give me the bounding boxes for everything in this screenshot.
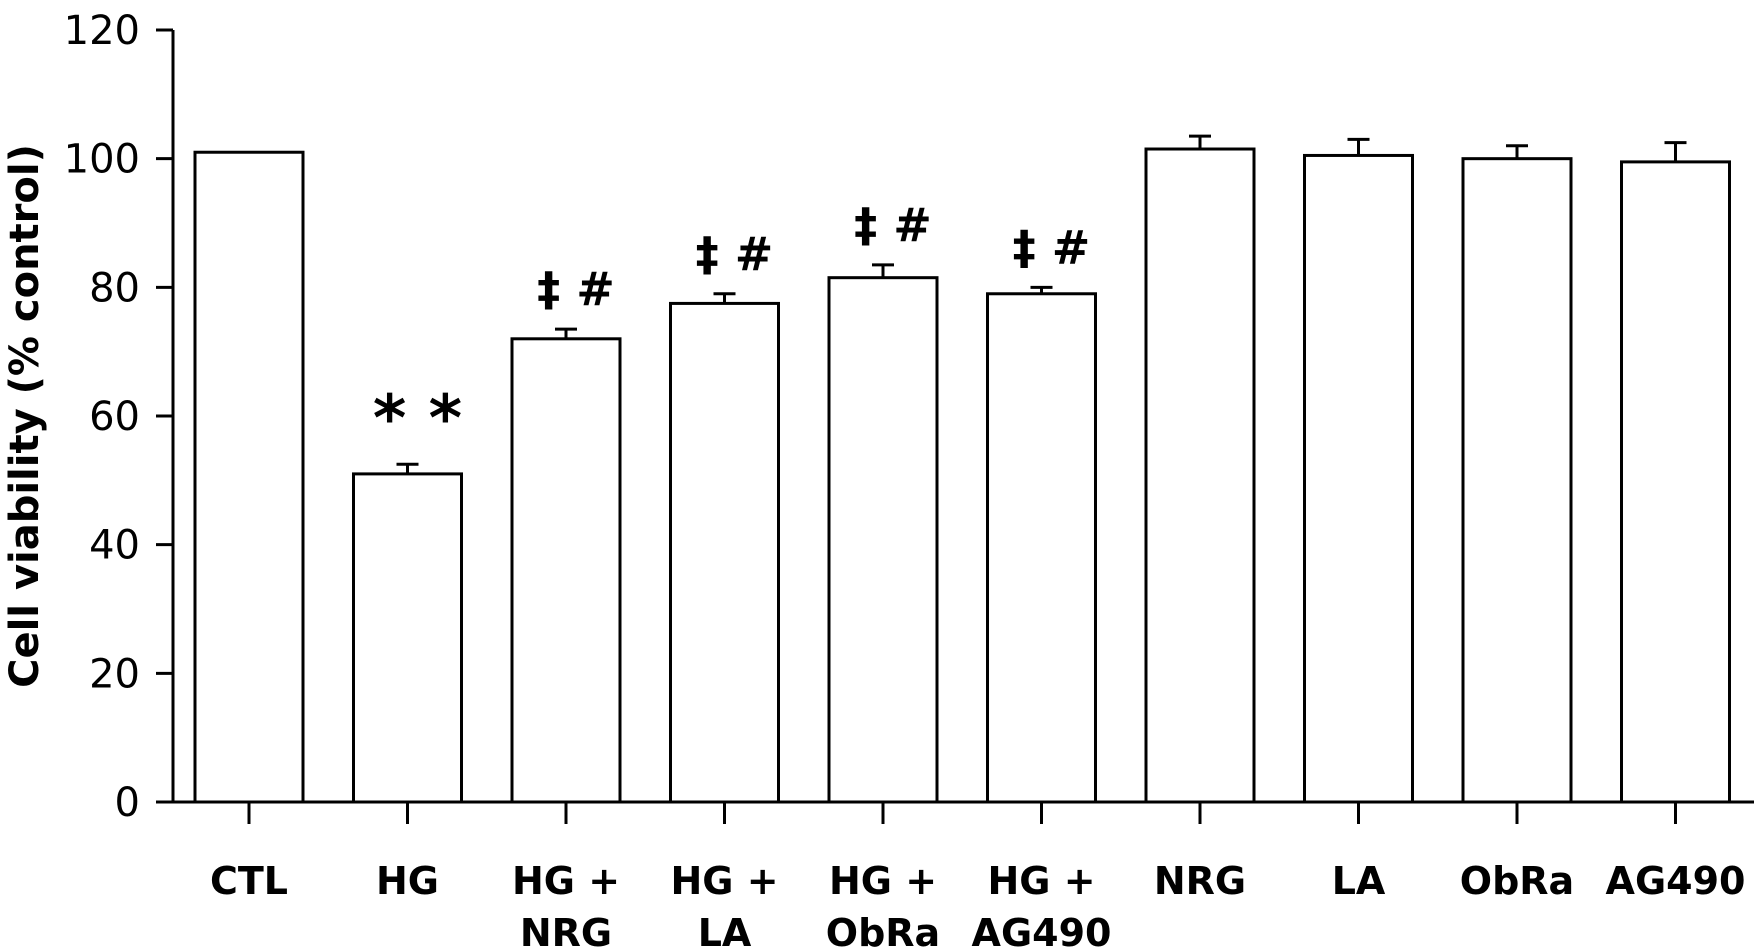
x-category-label: ObRa [1460, 859, 1574, 903]
significance-marker: ‡ # [696, 227, 774, 281]
x-category-label: NRG [1154, 859, 1246, 903]
x-category-label-line: HG + [829, 859, 937, 903]
significance-marker: ‡ # [854, 198, 932, 252]
significance-marker: ‡ # [1013, 220, 1091, 274]
bar [1144, 147, 1256, 804]
bar [1303, 153, 1414, 804]
y-tick-label: 80 [89, 265, 140, 311]
x-category-label-line: HG [376, 859, 439, 903]
y-ticks: 0 20 40 60 80 100 120 [64, 8, 173, 826]
x-category-label-line: LA [1332, 859, 1386, 903]
x-category-label: HG + NRG [512, 859, 620, 952]
y-tick-label: 60 [89, 394, 140, 440]
x-category-label-line: HG + [512, 859, 620, 903]
x-category-label-line: LA [698, 911, 752, 952]
bar [193, 150, 305, 804]
bar [510, 337, 622, 804]
x-category-label-line: ObRa [1460, 859, 1574, 903]
bars [193, 134, 1731, 824]
y-tick-label: 40 [89, 523, 140, 569]
y-tick-label: 100 [64, 137, 140, 183]
bar [986, 292, 1097, 804]
significance-marker: * * [373, 382, 462, 456]
x-category-label: HG + LA [670, 859, 778, 952]
x-category-label: LA [1332, 859, 1386, 903]
bar [669, 301, 780, 804]
y-tick-label: 120 [64, 8, 140, 54]
significance-marker: ‡ # [537, 262, 615, 316]
x-category-label-line: CTL [210, 859, 288, 903]
x-labels: CTL HG HG + NRG HG + LA HG + ObRa HG + AG490 NRG LA… [210, 859, 1745, 952]
bar [1620, 160, 1731, 804]
y-tick-label: 20 [89, 651, 140, 697]
x-category-label: HG [376, 859, 439, 903]
x-category-label-line: NRG [520, 911, 612, 952]
bar [352, 472, 463, 804]
x-category-label-line: HG + [670, 859, 778, 903]
x-category-label-line: ObRa [826, 911, 940, 952]
x-category-label-line: AG490 [1606, 859, 1746, 903]
bar [1461, 157, 1573, 804]
x-category-label: HG + ObRa [826, 859, 940, 952]
annotations: * * ‡ # ‡ # ‡ # ‡ # [373, 198, 1090, 456]
bar [827, 276, 939, 804]
x-category-label-line: HG + [987, 859, 1095, 903]
y-axis-label: Cell viability (% control) [2, 144, 48, 688]
x-category-label: HG + AG490 [972, 859, 1112, 952]
x-category-label-line: AG490 [972, 911, 1112, 952]
x-category-label: AG490 [1606, 859, 1746, 903]
x-category-label: CTL [210, 859, 288, 903]
x-category-label-line: NRG [1154, 859, 1246, 903]
y-tick-label: 0 [115, 780, 140, 826]
